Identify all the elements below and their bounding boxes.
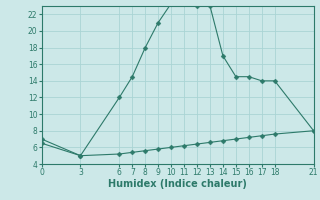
X-axis label: Humidex (Indice chaleur): Humidex (Indice chaleur) [108,179,247,189]
